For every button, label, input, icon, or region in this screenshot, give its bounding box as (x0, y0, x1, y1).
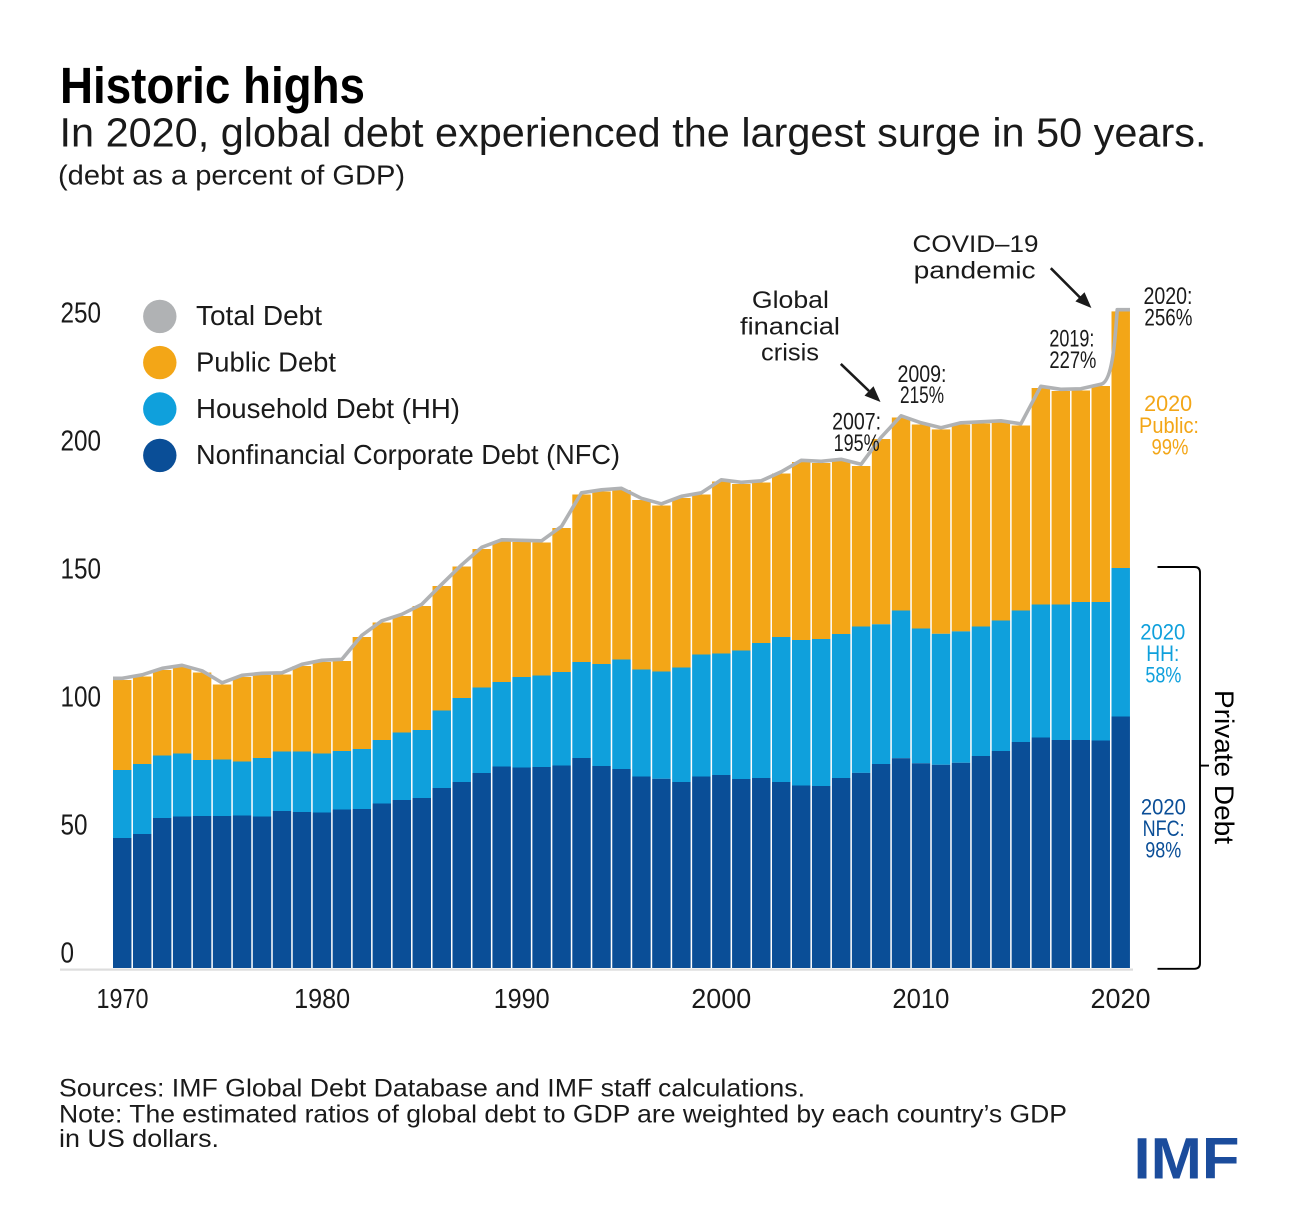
svg-text:Public Debt: Public Debt (196, 346, 336, 377)
svg-text:2009:: 2009: (898, 361, 947, 388)
svg-text:256%: 256% (1144, 305, 1192, 332)
svg-text:Total Debt: Total Debt (196, 300, 322, 331)
svg-text:2020: 2020 (1091, 983, 1151, 1014)
svg-text:227%: 227% (1049, 347, 1096, 374)
svg-text:In 2020, global debt experienc: In 2020, global debt experienced the lar… (60, 109, 1207, 155)
svg-text:Private Debt: Private Debt (1209, 690, 1239, 845)
svg-text:200: 200 (61, 426, 102, 458)
svg-text:1990: 1990 (494, 983, 550, 1014)
svg-text:50: 50 (61, 810, 88, 842)
svg-text:Sources: IMF Global Debt Datab: Sources: IMF Global Debt Database and IM… (59, 1075, 805, 1103)
svg-text:250: 250 (61, 298, 102, 330)
svg-text:98%: 98% (1145, 837, 1181, 862)
svg-text:COVID–19: COVID–19 (913, 231, 1039, 258)
svg-text:pandemic: pandemic (914, 257, 1036, 284)
svg-text:1970: 1970 (97, 983, 149, 1014)
svg-text:Note: The estimated ratios of: Note: The estimated ratios of global deb… (59, 1101, 1067, 1129)
svg-text:crisis: crisis (761, 340, 819, 367)
svg-text:58%: 58% (1145, 662, 1181, 687)
svg-text:150: 150 (61, 554, 102, 586)
svg-text:99%: 99% (1152, 434, 1189, 459)
svg-text:1980: 1980 (294, 983, 350, 1014)
svg-text:HH:: HH: (1146, 641, 1179, 666)
svg-text:100: 100 (61, 682, 102, 714)
svg-text:Historic highs: Historic highs (60, 57, 365, 114)
svg-text:2020: 2020 (1140, 620, 1185, 645)
svg-text:2007:: 2007: (832, 409, 881, 436)
svg-text:financial: financial (740, 313, 840, 340)
svg-text:2020: 2020 (1141, 795, 1186, 820)
svg-text:Household Debt (HH): Household Debt (HH) (196, 393, 460, 424)
svg-text:Nonfinancial Corporate Debt (N: Nonfinancial Corporate Debt (NFC) (196, 439, 620, 470)
svg-text:in US dollars.: in US dollars. (59, 1125, 219, 1153)
svg-text:2019:: 2019: (1049, 325, 1094, 352)
svg-text:NFC:: NFC: (1143, 816, 1185, 841)
svg-text:Public:: Public: (1139, 413, 1199, 438)
svg-text:195%: 195% (834, 430, 880, 457)
svg-text:0: 0 (61, 938, 75, 970)
svg-text:IMF: IMF (1134, 1126, 1240, 1191)
svg-text:215%: 215% (900, 382, 944, 409)
svg-text:Global: Global (752, 287, 829, 314)
svg-text:2020:: 2020: (1144, 283, 1193, 310)
svg-text:(debt as a percent of GDP): (debt as a percent of GDP) (58, 160, 405, 191)
svg-text:2010: 2010 (892, 983, 949, 1014)
svg-text:2020: 2020 (1144, 391, 1192, 416)
svg-text:2000: 2000 (691, 983, 751, 1014)
